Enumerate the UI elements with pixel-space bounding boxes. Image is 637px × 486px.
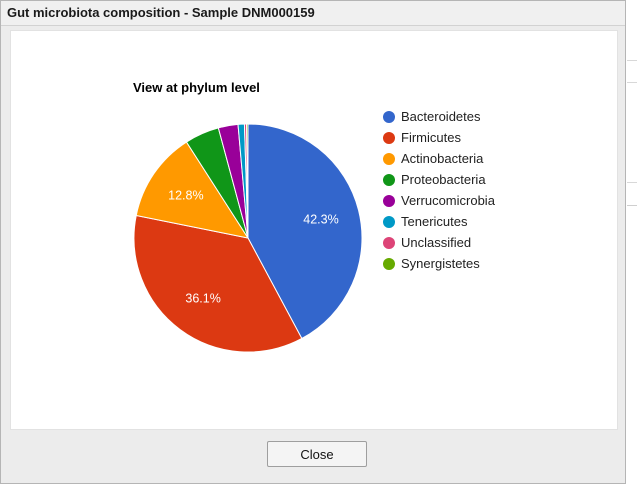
dialog-footer: Close [1,431,625,481]
pie-slices [133,123,363,353]
pie-slice-firmicutes[interactable] [133,214,303,353]
pie-chart: View at phylum level 42.3% 36.1% 12.8% Bac… [133,80,496,353]
legend-swatch [383,153,395,165]
pie-slice-actinobacteria[interactable] [135,141,250,239]
pie-slice-label: 42.3% [303,213,338,227]
close-button[interactable]: Close [267,441,367,467]
legend-swatch [383,111,395,123]
background-divider [627,205,637,206]
legend-entry[interactable]: Verrucomicrobia [401,193,496,208]
legend-swatch [383,258,395,270]
legend-entry[interactable]: Synergistetes [401,256,480,271]
background-fragment [627,60,637,83]
background-fragment [627,38,637,61]
dialog-titlebar[interactable]: Gut microbiota composition - Sample DNM0… [1,1,625,26]
pie-slice-bacteroidetes[interactable] [247,123,363,340]
legend-entry[interactable]: Tenericutes [401,214,468,229]
background-fragment [627,160,637,183]
legend-swatch [383,132,395,144]
legend-swatch [383,195,395,207]
pie-slice-synergistetes[interactable] [246,123,249,239]
chart-panel: View at phylum level 42.3% 36.1% 12.8% Bac… [10,30,618,430]
legend-entry[interactable]: Unclassified [401,235,471,250]
pie-slice-labels: 42.3% 36.1% 12.8% [168,189,339,306]
legend-entry[interactable]: Proteobacteria [401,172,486,187]
legend-entry[interactable]: Bacteroidetes [401,109,481,124]
legend-entry[interactable]: Firmicutes [401,130,461,145]
pie-slice-label: 12.8% [168,189,203,203]
pie-slice-label: 36.1% [185,291,220,305]
legend-swatch [383,237,395,249]
legend-swatch [383,174,395,186]
chart-title: View at phylum level [133,80,260,95]
dialog-title: Gut microbiota composition - Sample DNM0… [7,5,315,20]
legend-swatch [383,216,395,228]
chart-legend: Bacteroidetes Firmicutes Actinobacteria Pro… [383,109,496,271]
chart-dialog: Gut microbiota composition - Sample DNM0… [0,0,626,484]
legend-entry[interactable]: Actinobacteria [401,151,484,166]
